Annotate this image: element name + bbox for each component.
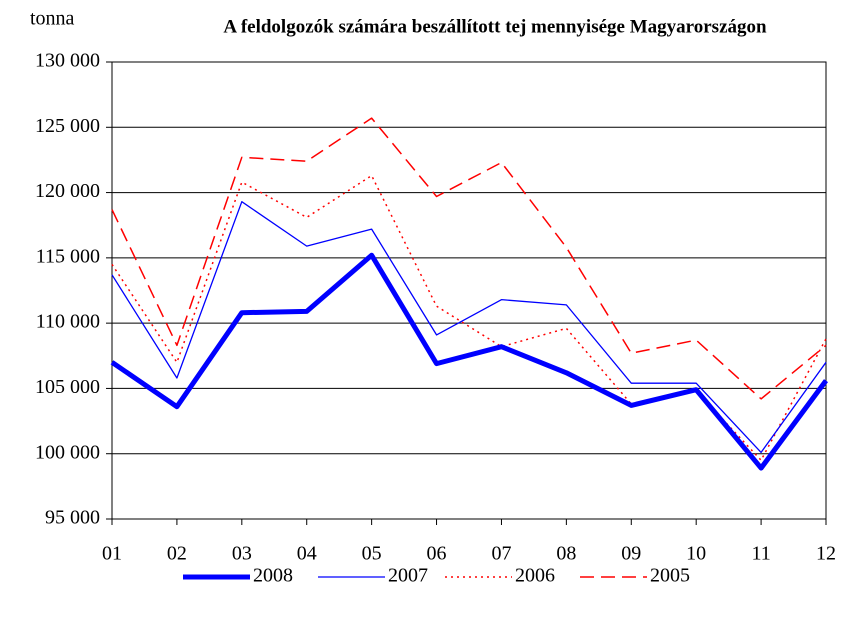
x-tick-label: 11: [751, 543, 770, 565]
x-tick-label: 01: [102, 543, 122, 565]
x-tick-label: 06: [427, 543, 447, 565]
x-tick-label: 04: [297, 543, 317, 565]
y-tick-label: 130 000: [35, 50, 100, 72]
x-tick-label: 05: [362, 543, 382, 565]
plot-border: [111, 61, 827, 520]
x-tick-label: 02: [167, 543, 187, 565]
legend-label: 2006: [515, 565, 555, 587]
x-tick-label: 08: [556, 543, 576, 565]
x-tick-label: 07: [491, 543, 511, 565]
y-tick-label: 125 000: [35, 115, 100, 137]
legend-label: 2005: [650, 565, 690, 587]
y-tick-label: 120 000: [35, 180, 100, 202]
x-tick-label: 03: [232, 543, 252, 565]
legend-label: 2008: [253, 565, 293, 587]
x-tick-label: 12: [816, 543, 836, 565]
y-tick-label: 105 000: [35, 376, 100, 398]
y-tick-label: 115 000: [36, 245, 100, 267]
x-tick-label: 10: [686, 543, 706, 565]
y-tick-label: 95 000: [45, 507, 100, 529]
x-tick-label: 09: [621, 543, 641, 565]
chart-title: A feldolgozók számára beszállított tej m…: [223, 16, 767, 37]
line-series: [111, 201, 827, 454]
line-series: [110, 252, 829, 471]
legend-label: 2007: [388, 565, 428, 587]
line-series: [111, 117, 827, 400]
y-axis-label: tonna: [30, 8, 75, 30]
y-tick-label: 110 000: [36, 311, 100, 333]
y-tick-label: 100 000: [35, 441, 100, 463]
